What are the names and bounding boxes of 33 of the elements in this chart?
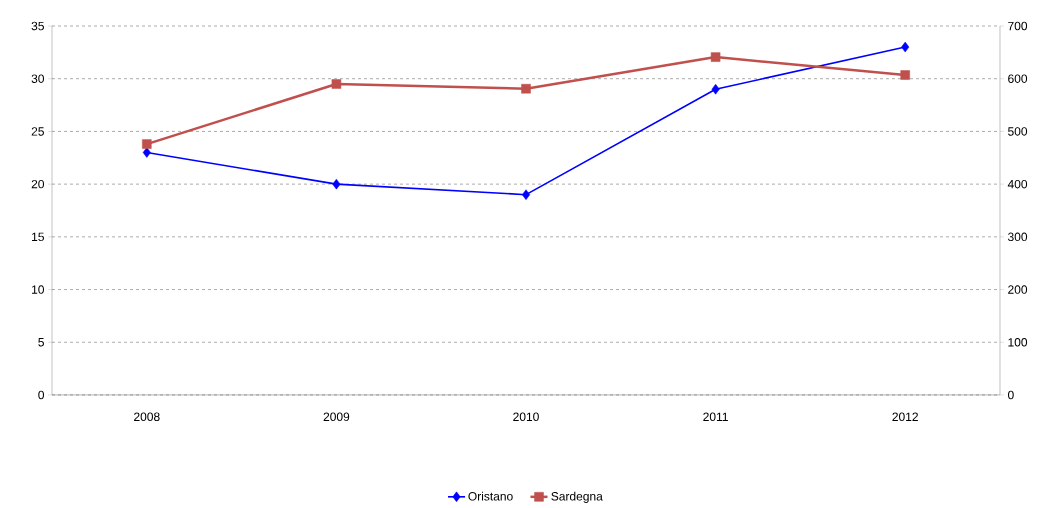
x-tick-label: 2010 xyxy=(513,412,539,422)
y2-tick-label: 400 xyxy=(1007,179,1028,189)
point xyxy=(331,79,342,89)
point xyxy=(332,178,341,190)
point xyxy=(711,84,720,95)
y2-tick-label: 600 xyxy=(1008,74,1028,83)
y2-tick-label: 500 xyxy=(1008,127,1028,136)
y-tick-label: 30 xyxy=(31,74,45,83)
y-tick-label: 10 xyxy=(32,285,45,294)
x-tick-label: 2012 xyxy=(892,412,918,422)
legend-label: Sardegna xyxy=(551,491,603,503)
x-tick-label: 2008 xyxy=(134,412,160,422)
y-tick-label: 20 xyxy=(31,179,45,189)
y-tick-label: 0 xyxy=(38,390,45,400)
point xyxy=(142,139,152,149)
x-tick-label: 2009 xyxy=(323,412,350,422)
y2-tick-label: 300 xyxy=(1007,232,1028,242)
x-tick-label: 2011 xyxy=(703,412,728,422)
legend-label: Oristano xyxy=(468,491,513,501)
y-tick-label: 15 xyxy=(32,232,44,242)
point xyxy=(900,70,910,80)
point xyxy=(142,147,151,158)
y-tick-label: 5 xyxy=(38,338,44,347)
y2-tick-label: 200 xyxy=(1008,285,1028,294)
point xyxy=(901,41,910,53)
y2-tick-label: 100 xyxy=(1008,338,1028,347)
y2-tick-label: 0 xyxy=(1008,390,1014,400)
point xyxy=(521,83,531,94)
point xyxy=(710,52,721,62)
y2-tick-label: 700 xyxy=(1008,21,1028,31)
y-tick-label: 25 xyxy=(31,127,44,136)
y-tick-label: 35 xyxy=(31,21,44,31)
point xyxy=(522,189,530,200)
